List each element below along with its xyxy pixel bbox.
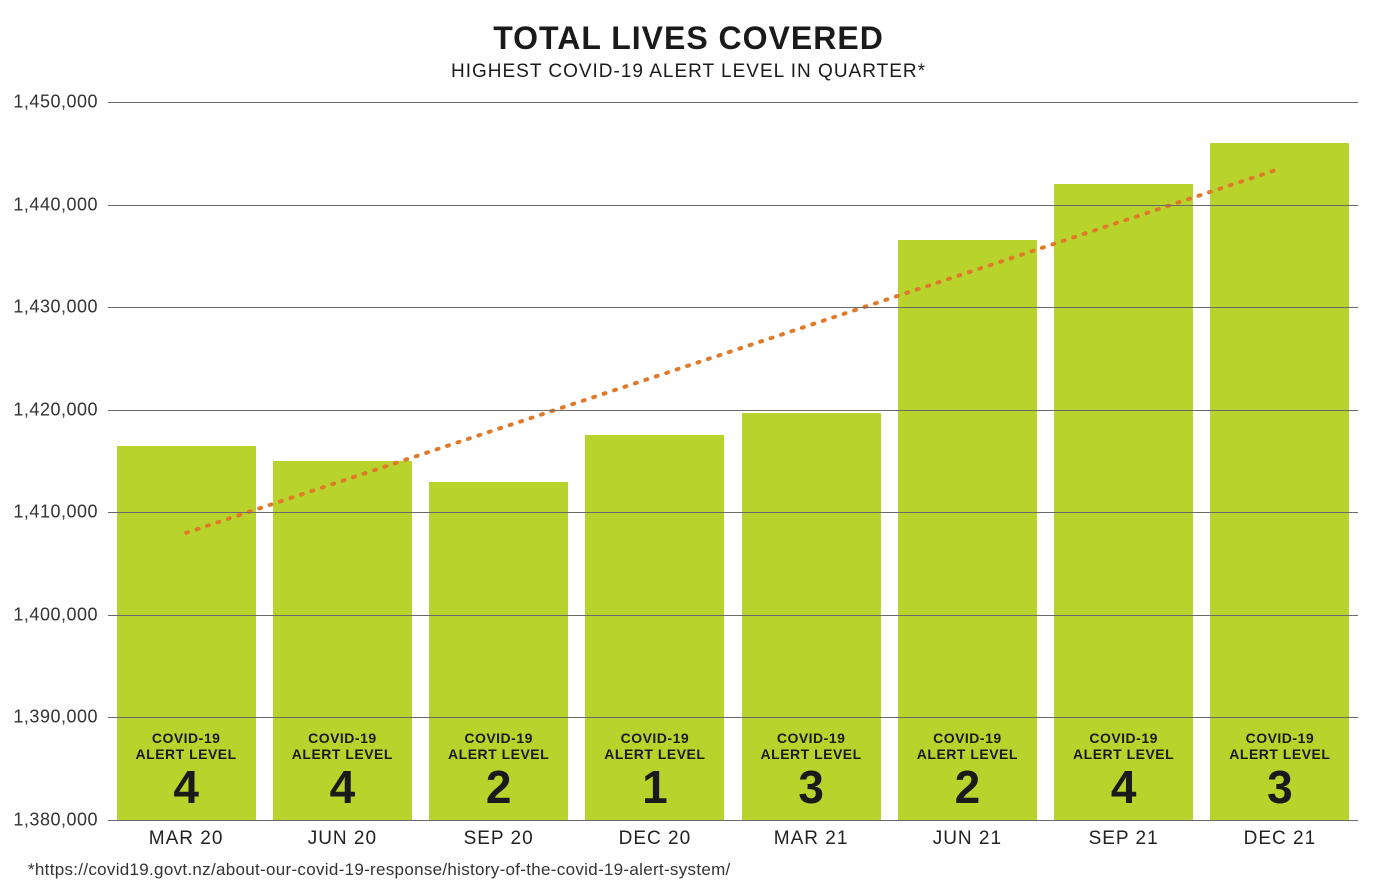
gridline <box>108 102 1358 103</box>
bar-alert-label: COVID-19ALERT LEVEL 2 <box>898 730 1037 810</box>
bar: COVID-19ALERT LEVEL 4 <box>1054 184 1193 820</box>
y-tick-label: 1,420,000 <box>13 399 108 420</box>
bar-label-line2: ALERT LEVEL <box>1210 746 1349 762</box>
bar-alert-number: 4 <box>1054 764 1193 810</box>
bar-alert-number: 3 <box>742 764 881 810</box>
bar-alert-label: COVID-19ALERT LEVEL 4 <box>1054 730 1193 810</box>
y-tick-label: 1,450,000 <box>13 92 108 113</box>
x-tick-label: JUN 21 <box>898 820 1037 850</box>
y-tick-label: 1,440,000 <box>13 194 108 215</box>
bar-label-line1: COVID-19 <box>898 730 1037 746</box>
bar-alert-number: 2 <box>429 764 568 810</box>
bar-alert-label: COVID-19ALERT LEVEL 1 <box>585 730 724 810</box>
bar-slot: COVID-19ALERT LEVEL1DEC 20 <box>585 102 724 820</box>
bar-alert-number: 2 <box>898 764 1037 810</box>
chart-title: TOTAL LIVES COVERED <box>0 20 1377 57</box>
gridline <box>108 205 1358 206</box>
bar-slot: COVID-19ALERT LEVEL2SEP 20 <box>429 102 568 820</box>
gridline <box>108 615 1358 616</box>
bar-label-line1: COVID-19 <box>1210 730 1349 746</box>
bar-label-line1: COVID-19 <box>273 730 412 746</box>
footnote: *https://covid19.govt.nz/about-our-covid… <box>28 860 731 880</box>
bars-container: COVID-19ALERT LEVEL4MAR 20COVID-19ALERT … <box>108 102 1358 820</box>
x-tick-label: JUN 20 <box>273 820 412 850</box>
gridline <box>108 410 1358 411</box>
gridline <box>108 512 1358 513</box>
bar-label-line2: ALERT LEVEL <box>742 746 881 762</box>
x-tick-label: SEP 21 <box>1054 820 1193 850</box>
bar-alert-label: COVID-19ALERT LEVEL 3 <box>742 730 881 810</box>
bar: COVID-19ALERT LEVEL 3 <box>1210 143 1349 820</box>
bar-label-line1: COVID-19 <box>429 730 568 746</box>
x-tick-label: SEP 20 <box>429 820 568 850</box>
bar-label-line1: COVID-19 <box>585 730 724 746</box>
bar-label-line2: ALERT LEVEL <box>585 746 724 762</box>
bar: COVID-19ALERT LEVEL 3 <box>742 413 881 820</box>
bar-slot: COVID-19ALERT LEVEL2JUN 21 <box>898 102 1037 820</box>
bar-label-line1: COVID-19 <box>1054 730 1193 746</box>
chart-subtitle: HIGHEST COVID-19 ALERT LEVEL IN QUARTER* <box>0 61 1377 83</box>
bar-slot: COVID-19ALERT LEVEL4JUN 20 <box>273 102 412 820</box>
bar: COVID-19ALERT LEVEL 2 <box>429 482 568 820</box>
bar-label-line2: ALERT LEVEL <box>273 746 412 762</box>
gridline <box>108 717 1358 718</box>
x-tick-label: MAR 20 <box>117 820 256 850</box>
bar-slot: COVID-19ALERT LEVEL4SEP 21 <box>1054 102 1193 820</box>
bar-label-line2: ALERT LEVEL <box>429 746 568 762</box>
bar-slot: COVID-19ALERT LEVEL3MAR 21 <box>742 102 881 820</box>
y-tick-label: 1,380,000 <box>13 810 108 831</box>
bar: COVID-19ALERT LEVEL 4 <box>273 461 412 820</box>
bar-alert-label: COVID-19ALERT LEVEL 2 <box>429 730 568 810</box>
bar-label-line2: ALERT LEVEL <box>117 746 256 762</box>
bar: COVID-19ALERT LEVEL 4 <box>117 446 256 820</box>
bar-label-line2: ALERT LEVEL <box>1054 746 1193 762</box>
y-tick-label: 1,410,000 <box>13 502 108 523</box>
bar: COVID-19ALERT LEVEL 1 <box>585 435 724 820</box>
bar: COVID-19ALERT LEVEL 2 <box>898 240 1037 820</box>
bar-label-line1: COVID-19 <box>117 730 256 746</box>
gridline <box>108 307 1358 308</box>
y-tick-label: 1,430,000 <box>13 297 108 318</box>
x-tick-label: DEC 20 <box>585 820 724 850</box>
y-tick-label: 1,390,000 <box>13 707 108 728</box>
x-tick-label: DEC 21 <box>1210 820 1349 850</box>
bar-alert-number: 4 <box>117 764 256 810</box>
title-block: TOTAL LIVES COVERED HIGHEST COVID-19 ALE… <box>0 20 1377 83</box>
gridline <box>108 820 1358 821</box>
lives-covered-chart: TOTAL LIVES COVERED HIGHEST COVID-19 ALE… <box>0 0 1377 894</box>
bar-slot: COVID-19ALERT LEVEL3DEC 21 <box>1210 102 1349 820</box>
bar-label-line1: COVID-19 <box>742 730 881 746</box>
bar-alert-label: COVID-19ALERT LEVEL 3 <box>1210 730 1349 810</box>
x-tick-label: MAR 21 <box>742 820 881 850</box>
plot-area: COVID-19ALERT LEVEL4MAR 20COVID-19ALERT … <box>108 102 1358 820</box>
bar-alert-label: COVID-19ALERT LEVEL 4 <box>117 730 256 810</box>
bar-slot: COVID-19ALERT LEVEL4MAR 20 <box>117 102 256 820</box>
bar-label-line2: ALERT LEVEL <box>898 746 1037 762</box>
bar-alert-number: 3 <box>1210 764 1349 810</box>
bar-alert-number: 4 <box>273 764 412 810</box>
bar-alert-label: COVID-19ALERT LEVEL 4 <box>273 730 412 810</box>
bar-alert-number: 1 <box>585 764 724 810</box>
y-tick-label: 1,400,000 <box>13 604 108 625</box>
